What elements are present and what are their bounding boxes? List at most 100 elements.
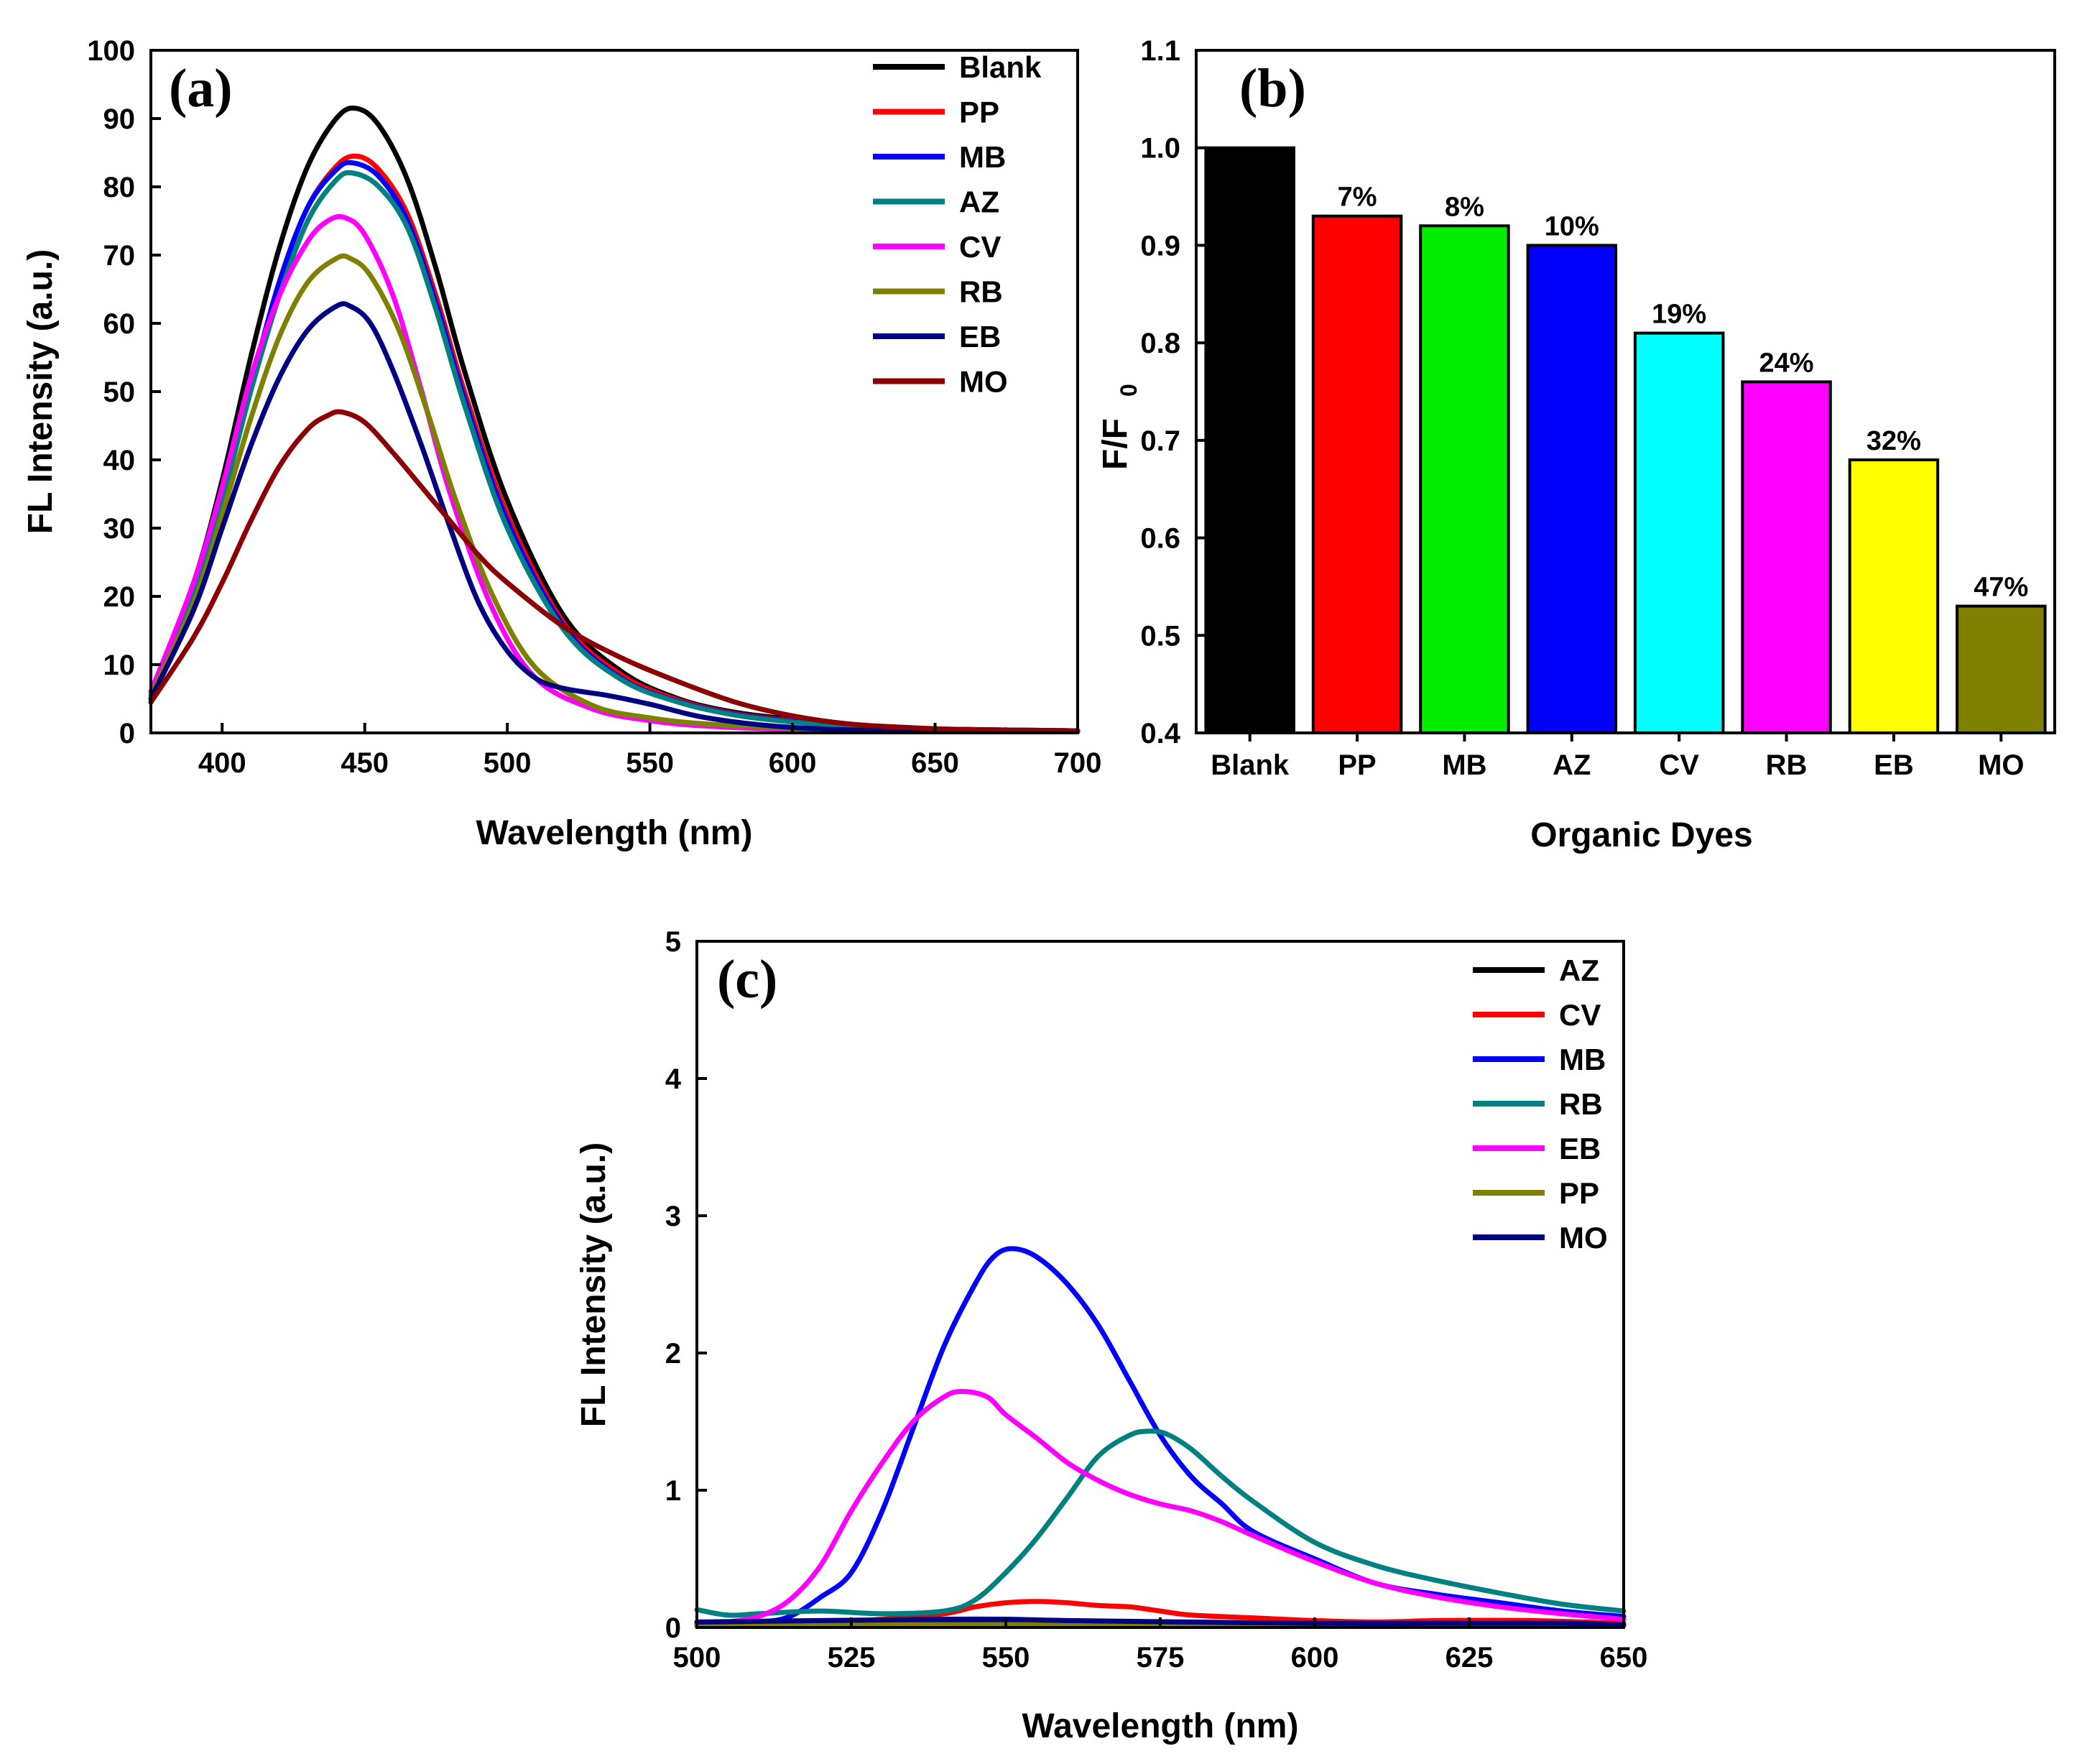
- panel-c-series-eb: [694, 1389, 1627, 1627]
- panel-b-y-tick-label: 0.4: [1140, 718, 1180, 749]
- panel-b-y-tick-label: 0.7: [1140, 425, 1180, 457]
- panel-a-y-tick-label: 0: [119, 718, 135, 749]
- panel-c-x-tick-label: 575: [1137, 1642, 1185, 1673]
- panel-b-label: (b): [1239, 58, 1306, 119]
- panel-c-x-ticks: 500 525 550 575 600 625 650: [673, 1617, 1648, 1673]
- panel-a-x-tick-label: 400: [198, 747, 246, 779]
- panel-b-bar-label-mo: 47%: [1974, 573, 2028, 603]
- panel-a-y-tick-label: 100: [87, 35, 135, 67]
- panel-c-series-mo: [694, 1616, 1627, 1627]
- panel-b-x-ticks: Blank PP MB AZ CV RB EB MO: [1211, 733, 2025, 781]
- panel-b-y-tick-label: 0.5: [1140, 620, 1180, 652]
- panel-c-y-tick-label: 4: [665, 1063, 682, 1095]
- panel-b-y-tick-label: 0.8: [1140, 328, 1180, 359]
- panel-c-x-tick-label: 550: [982, 1642, 1030, 1673]
- panel-a-series-eb: [148, 301, 1081, 734]
- panel-c-legend-label-cv: CV: [1559, 998, 1601, 1032]
- panel-c-x-axis-title: Wavelength (nm): [1022, 1707, 1299, 1745]
- panel-a-legend-label-blank: Blank: [959, 50, 1042, 84]
- panel-a-y-ticks: 0 10 20 30 40 50 60 70 80 90 100: [87, 35, 161, 749]
- panel-c-y-ticks: 0 1 2 3 4 5: [665, 926, 707, 1644]
- panel-b-x-tick-label-rb: RB: [1766, 749, 1808, 781]
- panel-c-legend: AZ CV MB RB EB PP MO: [1473, 953, 1608, 1255]
- panel-b-bar-label-rb: 24%: [1759, 348, 1814, 378]
- panel-b-x-tick-label-cv: CV: [1659, 749, 1699, 781]
- panel-b-x-tick-label-blank: Blank: [1211, 749, 1290, 781]
- panel-a-x-tick-label: 650: [911, 747, 959, 779]
- panel-a-series-rb: [148, 253, 1081, 734]
- panel-b-bar-label-eb: 32%: [1866, 426, 1921, 456]
- panel-b-y-tick-label: 1.0: [1140, 133, 1180, 165]
- panel-b-bar-label-az: 10%: [1545, 211, 1599, 241]
- panel-c-x-tick-label: 625: [1445, 1642, 1494, 1673]
- panel-a-y-tick-label: 30: [103, 513, 136, 545]
- panel-a-legend-label-cv: CV: [959, 230, 1001, 264]
- panel-c-legend-label-mo: MO: [1559, 1221, 1608, 1255]
- panel-a-legend-label-mo: MO: [959, 365, 1008, 399]
- panel-c-legend-label-rb: RB: [1559, 1087, 1603, 1121]
- panel-a-y-tick-label: 40: [103, 445, 136, 476]
- panel-b-chart: 7% 8%10%19%24%32%47% Blank PP MB AZ CV RB EB MO …: [1096, 35, 2056, 854]
- panel-a-y-axis-title: FL Intensity (a.u.): [22, 249, 60, 534]
- panel-c-x-tick-label: 600: [1291, 1642, 1339, 1673]
- panel-c-label: (c): [717, 949, 777, 1010]
- panel-a-legend: Blank PP MB AZ CV RB EB MO: [873, 50, 1042, 399]
- panel-a-legend-label-mb: MB: [959, 140, 1006, 174]
- panel-b-y-tick-label: 1.1: [1140, 35, 1180, 67]
- panel-a-legend-label-rb: RB: [959, 275, 1003, 309]
- panel-b-bar-mo: [1956, 604, 2047, 734]
- panel-b-x-tick-label-mb: MB: [1442, 749, 1486, 781]
- panel-a-label: (a): [169, 58, 233, 119]
- panel-c-x-tick-label: 500: [673, 1642, 721, 1673]
- panel-b-x-tick-label-pp: PP: [1338, 749, 1376, 781]
- panel-b-bars: 7% 8% 10% 19% 24% 32% 47%: [1204, 146, 2047, 735]
- panel-b-y-axis-title-main: F/F: [1096, 418, 1134, 470]
- panel-a-series-mo: [148, 409, 1081, 734]
- panel-c-plot-frame: [695, 940, 1625, 1629]
- panel-b-bar-pp: [1311, 214, 1403, 734]
- panel-a-legend-label-eb: EB: [959, 320, 1001, 354]
- panel-a-x-axis-title: Wavelength (nm): [476, 814, 753, 852]
- panel-c-legend-label-eb: EB: [1559, 1132, 1601, 1165]
- panel-c-y-axis-title: FL Intensity (a.u.): [575, 1142, 613, 1427]
- panel-b-x-axis-title: Organic Dyes: [1530, 816, 1752, 854]
- panel-b-y-tick-label: 0.6: [1140, 523, 1180, 555]
- panel-c-legend-label-az: AZ: [1559, 953, 1599, 987]
- panel-a-legend-label-az: AZ: [959, 185, 999, 219]
- panel-c-y-tick-label: 3: [665, 1201, 681, 1232]
- panel-c-y-tick-label: 1: [665, 1475, 681, 1507]
- panel-a-y-tick-label: 20: [103, 581, 136, 613]
- panel-c-chart: AZ CV MB RB EB PP MO 500 525 550 575 600 625 650 0 1 2…: [575, 926, 1647, 1745]
- panel-b-plot-frame: [1195, 49, 2056, 734]
- panel-b-x-tick-label-az: AZ: [1553, 749, 1591, 781]
- panel-a-y-tick-label: 50: [103, 377, 136, 408]
- panel-c-x-tick-label: 650: [1600, 1642, 1648, 1673]
- panel-c-legend-label-mb: MB: [1559, 1043, 1606, 1076]
- panel-a-y-tick-label: 10: [103, 650, 136, 681]
- panel-b-bar-label-pp: 7%: [1338, 183, 1377, 213]
- panel-c-y-tick-label: 0: [665, 1612, 681, 1644]
- panel-b-y-axis-title: F/F 0: [1096, 384, 1142, 470]
- panel-b-x-tick-label-eb: EB: [1874, 749, 1914, 781]
- panel-a-x-ticks: 400 450 500 550 600 650 700: [198, 723, 1102, 779]
- panel-b-bar-az: [1526, 244, 1618, 734]
- panel-a-x-tick-label: 550: [626, 747, 674, 779]
- panel-b-y-tick-label: 0.9: [1140, 230, 1180, 262]
- panel-c-y-tick-label: 5: [665, 926, 681, 958]
- panel-b-y-axis-title-subscript: 0: [1116, 384, 1142, 397]
- panel-c-legend-label-pp: PP: [1559, 1176, 1599, 1210]
- panel-b-bar-mb: [1419, 224, 1510, 734]
- panel-a-x-tick-label: 600: [769, 747, 817, 779]
- panel-b-y-ticks: 0.4 0.5 0.6 0.7 0.8 0.9 1.0 1.1: [1140, 35, 1206, 749]
- panel-c-x-tick-label: 525: [828, 1642, 876, 1673]
- panel-a-x-tick-label: 450: [341, 747, 389, 779]
- panel-c-y-tick-label: 2: [665, 1338, 681, 1370]
- panel-a-legend-label-pp: PP: [959, 96, 999, 129]
- panel-a-series: [148, 105, 1081, 734]
- panel-a-y-tick-label: 90: [103, 103, 136, 135]
- panel-a-x-tick-label: 700: [1054, 747, 1102, 779]
- panel-b-bar-eb: [1848, 458, 1940, 734]
